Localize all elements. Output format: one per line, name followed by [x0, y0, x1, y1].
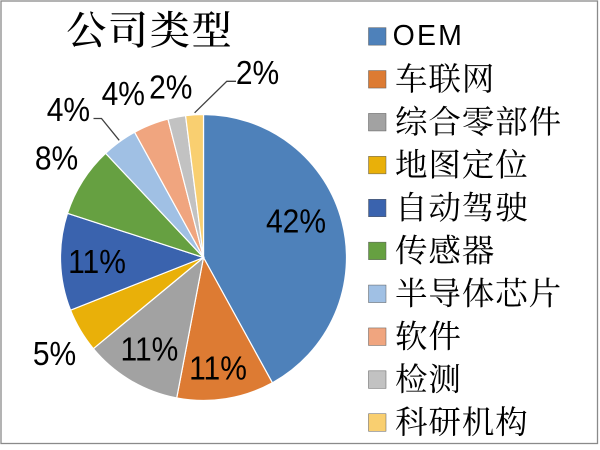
svg-text:42%: 42%: [266, 202, 326, 240]
svg-text:2%: 2%: [236, 54, 279, 92]
svg-text:4%: 4%: [102, 75, 145, 113]
svg-text:11%: 11%: [121, 330, 179, 368]
svg-text:4%: 4%: [47, 90, 90, 128]
svg-text:5%: 5%: [33, 334, 76, 372]
svg-text:2%: 2%: [149, 68, 192, 106]
svg-text:OEM: OEM: [393, 20, 465, 52]
svg-text:8%: 8%: [35, 139, 78, 177]
svg-text:11%: 11%: [189, 349, 247, 387]
svg-text:11%: 11%: [68, 243, 126, 281]
